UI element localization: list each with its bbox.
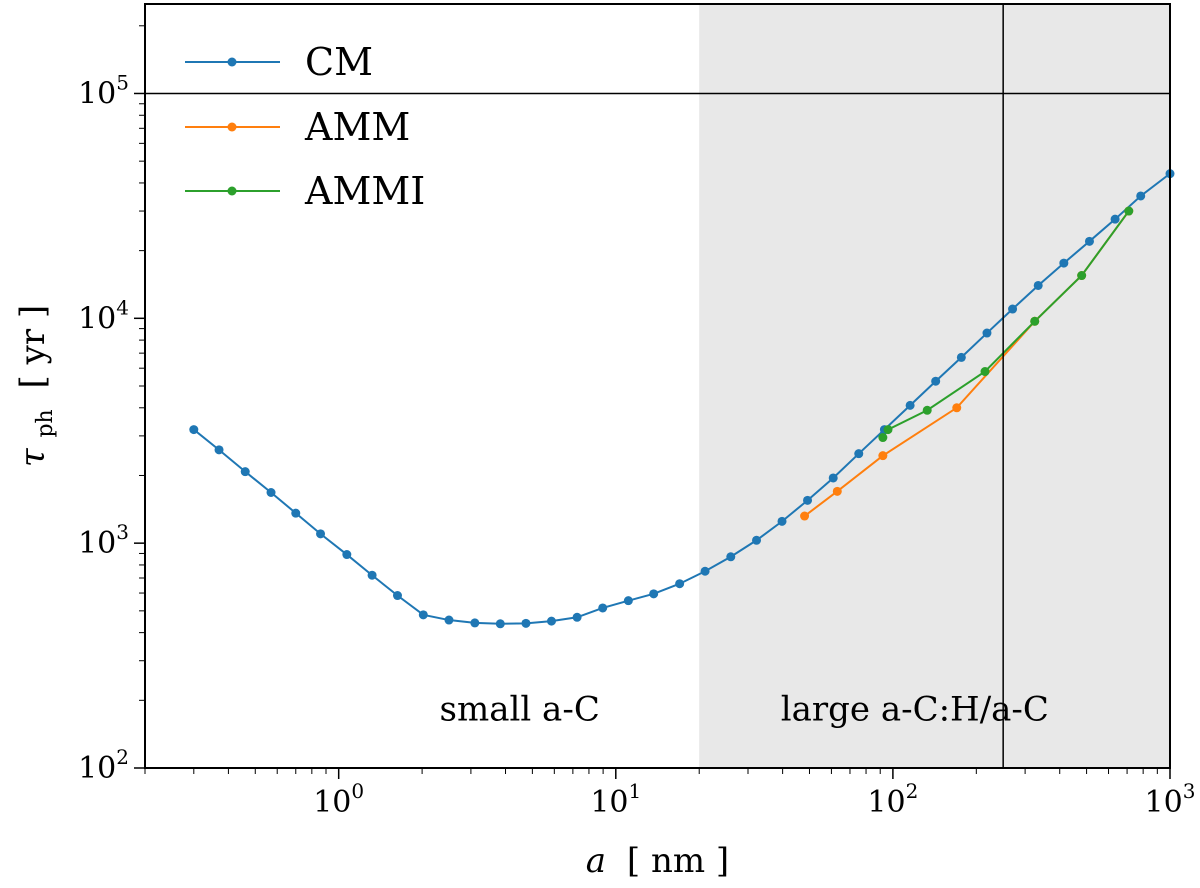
reference-lines — [145, 4, 1170, 768]
y-tick-label: 103 — [78, 520, 129, 561]
data-point-cm — [444, 615, 454, 625]
x-axis-label: a [ nm ] — [586, 841, 729, 881]
data-point-ammi — [922, 405, 932, 415]
y-axis-unit: [ yr ] — [13, 305, 53, 389]
y-tick-label: 105 — [78, 70, 129, 111]
data-point-cm — [700, 566, 710, 576]
legend-marker-ammi — [227, 186, 237, 196]
data-point-cm — [392, 591, 402, 601]
data-point-cm — [803, 495, 813, 505]
data-point-cm — [214, 445, 224, 455]
data-point-ammi — [1030, 316, 1040, 326]
data-point-cm — [1033, 280, 1043, 290]
y-tick-label: 102 — [78, 745, 129, 786]
region-annotations: small a-C large a-C:H/a-C — [440, 689, 1049, 729]
legend-label-amm: AMM — [304, 105, 410, 149]
x-axis-unit: [ nm ] — [627, 841, 729, 881]
axis-tick-labels: 100 101 102 103 102 103 104 105 — [78, 70, 1195, 820]
data-point-amm — [878, 451, 888, 461]
data-point-cm — [495, 619, 505, 629]
legend-entry-amm: AMM — [185, 105, 410, 149]
x-tick-label: 102 — [867, 779, 918, 820]
x-tick-label: 100 — [313, 779, 364, 820]
data-point-cm — [266, 487, 276, 497]
data-point-cm — [1084, 236, 1094, 246]
data-point-cm — [598, 603, 608, 613]
legend-entry-cm: CM — [185, 40, 373, 84]
legend-label-ammi: AMMI — [304, 169, 425, 213]
data-point-cm — [546, 616, 556, 626]
data-point-cm — [905, 400, 915, 410]
data-point-cm — [956, 352, 966, 362]
x-axis-variable: a — [586, 841, 606, 881]
data-point-cm — [931, 376, 941, 386]
data-point-cm — [752, 535, 762, 545]
data-point-ammi — [980, 367, 990, 377]
data-point-cm — [828, 473, 838, 483]
y-axis-label: τ ph [ yr ] — [13, 305, 61, 467]
data-point-cm — [291, 508, 301, 518]
data-point-cm — [1008, 304, 1018, 314]
legend: CM AMM AMMI — [185, 40, 425, 213]
data-point-cm — [572, 612, 582, 622]
y-axis-subscript: ph — [33, 409, 58, 437]
legend-marker-amm — [227, 122, 237, 132]
data-point-cm — [342, 550, 352, 560]
data-point-amm — [952, 403, 962, 413]
data-point-cm — [982, 328, 992, 338]
shaded-region-large-grains — [699, 4, 1170, 768]
data-point-cm — [240, 467, 250, 477]
data-point-cm — [675, 579, 685, 589]
data-point-cm — [726, 552, 736, 562]
data-point-cm — [1136, 191, 1146, 201]
series-points — [189, 169, 1175, 629]
data-point-cm — [316, 529, 326, 539]
plot-frame — [144, 3, 1171, 769]
x-tick-label: 101 — [590, 779, 641, 820]
annotation-large-a-c-h: large a-C:H/a-C — [781, 689, 1049, 729]
legend-marker-cm — [227, 57, 237, 67]
y-tick-label: 104 — [78, 295, 129, 336]
plot-area — [699, 4, 1170, 768]
data-point-cm — [777, 516, 787, 526]
data-point-ammi — [1077, 271, 1087, 281]
data-point-ammi — [1124, 206, 1134, 216]
x-tick-label: 103 — [1145, 779, 1196, 820]
data-point-cm — [623, 596, 633, 606]
data-point-cm — [418, 610, 428, 620]
data-point-cm — [854, 449, 864, 459]
annotation-small-a-c: small a-C — [440, 689, 600, 729]
data-point-cm — [189, 425, 199, 435]
data-point-cm — [367, 570, 377, 580]
legend-entry-ammi: AMMI — [185, 169, 425, 213]
data-point-ammi — [878, 433, 888, 443]
data-point-amm — [832, 486, 842, 496]
data-point-cm — [470, 618, 480, 628]
data-point-ammi — [883, 425, 893, 435]
data-point-cm — [1059, 258, 1069, 268]
data-point-cm — [649, 589, 659, 599]
y-axis-variable: τ — [13, 447, 53, 467]
data-point-cm — [1110, 214, 1120, 224]
data-point-amm — [800, 511, 810, 521]
data-point-cm — [521, 618, 531, 628]
legend-label-cm: CM — [305, 40, 373, 84]
